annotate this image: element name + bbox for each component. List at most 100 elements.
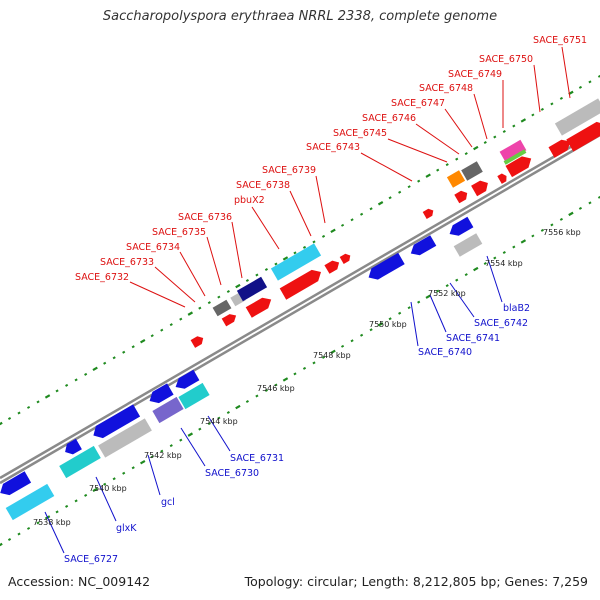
forward-tick bbox=[455, 157, 459, 161]
kbp-label-7538: 7538 kbp bbox=[33, 518, 71, 527]
gene-feature-sace-6746[interactable] bbox=[461, 161, 483, 181]
reverse-tick bbox=[103, 482, 107, 486]
label-leader-lines bbox=[44, 46, 571, 554]
gene-feature-blab2[interactable] bbox=[453, 233, 483, 257]
leader-sace-6734 bbox=[179, 251, 206, 297]
gene-feature-sace-6736b[interactable] bbox=[245, 297, 272, 318]
forward-tick bbox=[550, 102, 554, 106]
gene-feature-sace-6749[interactable] bbox=[499, 139, 527, 163]
leader-sace-6732 bbox=[129, 281, 186, 308]
gene-label-sace-6742[interactable]: SACE_6742 bbox=[474, 318, 528, 329]
gene-label-sace-6739[interactable]: SACE_6739 bbox=[262, 165, 316, 176]
forward-tick bbox=[360, 212, 364, 216]
gene-feature-sace-6745b[interactable] bbox=[454, 190, 468, 204]
gene-feature-sace-6729[interactable] bbox=[149, 383, 174, 404]
leader-sace-6740 bbox=[410, 301, 419, 347]
gene-feature-sace-6751[interactable] bbox=[554, 98, 600, 136]
reverse-tick bbox=[217, 416, 221, 420]
gene-feature-sace-6749b[interactable] bbox=[503, 149, 527, 165]
forward-tick bbox=[255, 273, 259, 277]
gene-feature-sace-6738[interactable] bbox=[279, 269, 321, 300]
gene-label-blab2[interactable]: blaB2 bbox=[503, 303, 530, 314]
leader-glxk bbox=[95, 476, 117, 522]
gene-label-sace-6741[interactable]: SACE_6741 bbox=[446, 333, 500, 344]
gene-feature-sace-6741[interactable] bbox=[410, 235, 437, 256]
forward-tick bbox=[312, 240, 316, 244]
reverse-tick bbox=[350, 339, 354, 343]
gene-feature-sace-6726[interactable] bbox=[0, 471, 32, 496]
gene-label-sace-6750[interactable]: SACE_6750 bbox=[479, 54, 533, 65]
gene-feature-sace-6731b[interactable] bbox=[175, 369, 200, 389]
gene-feature-sace-6742[interactable] bbox=[449, 216, 474, 236]
map-title: Saccharopolyspora erythraea NRRL 2338, c… bbox=[102, 9, 498, 24]
kbp-label-7546: 7546 kbp bbox=[257, 384, 295, 393]
gene-label-sace-6738[interactable]: SACE_6738 bbox=[236, 180, 290, 191]
forward-tick bbox=[217, 295, 221, 299]
kbp-label-7556: 7556 kbp bbox=[543, 228, 581, 237]
reverse-tick bbox=[179, 438, 183, 442]
gene-feature-sace-6745[interactable] bbox=[446, 170, 466, 188]
gene-feature-pbux2[interactable] bbox=[270, 243, 322, 281]
reverse-tick bbox=[140, 460, 146, 465]
gene-feature-sace-6750[interactable] bbox=[505, 156, 532, 178]
gene-label-sace-6734[interactable]: SACE_6734 bbox=[126, 242, 180, 253]
reverse-tick bbox=[377, 322, 384, 327]
leader-sace-6733 bbox=[154, 266, 196, 303]
gene-feature-sace-6739[interactable] bbox=[324, 260, 340, 274]
gene-feature-gcl[interactable] bbox=[98, 418, 152, 458]
reverse-tick bbox=[520, 239, 527, 244]
gene-label-sace-6751[interactable]: SACE_6751 bbox=[533, 35, 587, 46]
gene-label-sace-6749[interactable]: SACE_6749 bbox=[448, 69, 502, 80]
gene-feature-sace-6728[interactable] bbox=[93, 404, 141, 439]
gene-label-sace-6731[interactable]: SACE_6731 bbox=[230, 453, 284, 464]
gene-feature-glxk[interactable] bbox=[59, 445, 101, 479]
forward-tick bbox=[282, 256, 289, 261]
gene-label-sace-6740[interactable]: SACE_6740 bbox=[418, 347, 472, 358]
gene-feature-sace-6751b[interactable] bbox=[566, 121, 600, 152]
gene-label-pbux2[interactable]: pbuX2 bbox=[234, 195, 265, 206]
forward-tick bbox=[445, 163, 449, 167]
gene-label-sace-6735[interactable]: SACE_6735 bbox=[152, 227, 206, 238]
gene-feature-sace-6739b[interactable] bbox=[339, 253, 351, 264]
gene-feature-sace-6727b[interactable] bbox=[65, 438, 82, 455]
leader-sace-6751 bbox=[561, 46, 571, 99]
forward-tick bbox=[235, 283, 241, 289]
gene-label-gcl[interactable]: gcl bbox=[161, 497, 175, 508]
gene-feature-sace-6736[interactable] bbox=[236, 276, 268, 302]
reverse-tick bbox=[568, 211, 574, 217]
gene-label-sace-6727[interactable]: SACE_6727 bbox=[64, 554, 118, 565]
gene-label-sace-6745[interactable]: SACE_6745 bbox=[333, 128, 387, 139]
gene-label-sace-6747[interactable]: SACE_6747 bbox=[391, 98, 445, 109]
gene-feature-sace-6732[interactable] bbox=[190, 336, 204, 348]
kbp-label-7548: 7548 kbp bbox=[313, 351, 351, 360]
gene-feature-sace-6748[interactable] bbox=[497, 173, 507, 184]
gene-label-sace-6743[interactable]: SACE_6743 bbox=[306, 142, 360, 153]
gene-feature-sace-6740[interactable] bbox=[368, 252, 405, 280]
gene-label-sace-6732[interactable]: SACE_6732 bbox=[75, 272, 129, 283]
gene-feature-sace-6733[interactable] bbox=[221, 314, 237, 327]
forward-tick bbox=[55, 389, 59, 393]
gene-feature-sace-6734[interactable] bbox=[212, 299, 232, 317]
gene-label-sace-6748[interactable]: SACE_6748 bbox=[419, 83, 473, 94]
gene-feature-sace-6750b[interactable] bbox=[548, 139, 571, 158]
reverse-tick bbox=[7, 537, 12, 541]
gene-feature-sace-6727[interactable] bbox=[5, 483, 55, 521]
gene-feature-sace-6747[interactable] bbox=[471, 180, 488, 197]
reverse-tick bbox=[312, 361, 316, 365]
reverse-tick bbox=[417, 300, 421, 304]
gene-label-sace-6736[interactable]: SACE_6736 bbox=[178, 212, 232, 223]
gene-label-sace-6746[interactable]: SACE_6746 bbox=[362, 113, 416, 124]
forward-tick bbox=[330, 228, 336, 234]
reverse-tick bbox=[293, 372, 297, 376]
gene-feature-sace-6730[interactable] bbox=[152, 396, 184, 424]
forward-tick bbox=[74, 378, 78, 382]
gene-label-sace-6733[interactable]: SACE_6733 bbox=[100, 257, 154, 268]
gene-label-glxk[interactable]: glxK bbox=[116, 523, 137, 534]
reverse-tick bbox=[445, 284, 449, 288]
gene-feature-sace-6731[interactable] bbox=[178, 382, 210, 410]
reverse-tick bbox=[398, 311, 402, 315]
leader-sace-6745 bbox=[387, 138, 448, 163]
forward-tick bbox=[493, 135, 497, 139]
gene-feature-sace-6743[interactable] bbox=[422, 208, 434, 219]
gene-label-sace-6730[interactable]: SACE_6730 bbox=[205, 468, 259, 479]
